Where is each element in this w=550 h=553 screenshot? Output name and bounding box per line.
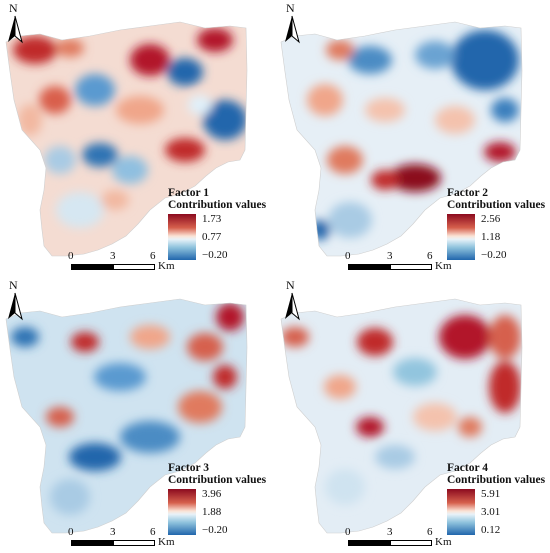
north-arrow: N (281, 278, 303, 321)
scale-tick-6: 6 (427, 526, 433, 538)
factor-2-surface (307, 30, 519, 240)
scale-tick-3: 3 (387, 526, 393, 538)
legend-title: Factor 4 (447, 462, 488, 474)
legend-title: Factor 2 (447, 187, 488, 199)
factor-3-surface (11, 303, 244, 515)
legend-subtitle: Contribution values (168, 474, 267, 486)
legend-subtitle: Contribution values (447, 199, 546, 211)
legend-factor-1: Factor 1 Contribution values 1.73 0.77 −… (168, 187, 288, 277)
legend-max-label: 2.56 (481, 213, 501, 225)
study-area-boundary (280, 298, 523, 534)
contribution-map-factor-1 (5, 21, 248, 257)
scale-unit: Km (435, 536, 452, 548)
legend-subtitle: Contribution values (168, 199, 267, 211)
map-panel-factor-4: N Factor 4 Contribution values 5.91 3.01… (275, 277, 550, 553)
scale-tick-3: 3 (110, 250, 116, 262)
scale-segment-white (113, 264, 155, 270)
north-arrow-icon (8, 292, 23, 321)
contribution-map-factor-4 (280, 298, 523, 534)
scale-bar: 0 3 6 Km (68, 527, 188, 551)
north-label: N (286, 1, 295, 15)
contribution-map-factor-2 (280, 21, 523, 257)
scale-tick-0: 0 (345, 250, 351, 262)
legend-factor-3: Factor 3 Contribution values 3.96 1.88 −… (168, 462, 288, 552)
scale-bar: 0 3 6 Km (68, 251, 188, 275)
scale-tick-3: 3 (387, 250, 393, 262)
north-arrow: N (281, 1, 303, 44)
legend-title: Factor 3 (168, 462, 209, 474)
scale-segment-white (390, 264, 432, 270)
scale-tick-6: 6 (150, 250, 156, 262)
scale-bar: 0 3 6 Km (345, 251, 465, 275)
legend-color-ramp (168, 489, 196, 535)
legend-max-label: 5.91 (481, 488, 501, 500)
legend-max-label: 3.96 (202, 488, 222, 500)
legend-subtitle: Contribution values (447, 474, 546, 486)
map-panel-factor-1: N Factor 1 Contribution values 1.73 0.77… (0, 0, 275, 276)
contribution-map-factor-3 (5, 298, 248, 534)
scale-unit: Km (158, 536, 175, 548)
legend-mid-label: 1.88 (202, 506, 222, 518)
scale-tick-6: 6 (427, 250, 433, 262)
north-label: N (9, 278, 18, 292)
legend-min-label: 0.12 (481, 524, 501, 536)
scale-segment-black (71, 540, 113, 546)
scale-tick-3: 3 (110, 526, 116, 538)
scale-tick-0: 0 (68, 250, 74, 262)
study-area-boundary (5, 21, 248, 257)
factor-1-surface (13, 28, 247, 228)
legend-max-label: 1.73 (202, 213, 222, 225)
scale-segment-black (348, 540, 390, 546)
study-area-boundary (280, 21, 523, 257)
legend-title: Factor 1 (168, 187, 209, 199)
legend-min-label: −0.20 (202, 249, 228, 261)
scale-segment-black (71, 264, 113, 270)
north-label: N (9, 1, 18, 15)
scale-segment-white (113, 540, 155, 546)
map-panel-factor-3: N Factor 3 Contribution values 3.96 1.88… (0, 277, 275, 553)
scale-segment-black (348, 264, 390, 270)
scale-unit: Km (435, 260, 452, 272)
scale-bar: 0 3 6 Km (345, 527, 465, 551)
north-arrow-icon (8, 15, 23, 44)
scale-tick-0: 0 (345, 526, 351, 538)
legend-color-ramp (168, 214, 196, 260)
scale-tick-6: 6 (150, 526, 156, 538)
factor-4-surface (281, 315, 521, 505)
north-arrow-icon (285, 292, 300, 321)
legend-mid-label: 3.01 (481, 506, 501, 518)
study-area-boundary (5, 298, 248, 534)
legend-color-ramp (447, 489, 475, 535)
legend-mid-label: 0.77 (202, 231, 222, 243)
legend-mid-label: 1.18 (481, 231, 501, 243)
map-panel-factor-2: N Factor 2 Contribution values 2.56 1.18… (275, 0, 550, 276)
legend-color-ramp (447, 214, 475, 260)
north-arrow: N (4, 278, 26, 321)
legend-factor-4: Factor 4 Contribution values 5.91 3.01 0… (447, 462, 550, 552)
scale-unit: Km (158, 260, 175, 272)
scale-tick-0: 0 (68, 526, 74, 538)
north-arrow: N (4, 1, 26, 44)
north-label: N (286, 278, 295, 292)
legend-factor-2: Factor 2 Contribution values 2.56 1.18 −… (447, 187, 550, 277)
legend-min-label: −0.20 (481, 249, 507, 261)
north-arrow-icon (285, 15, 300, 44)
legend-min-label: −0.20 (202, 524, 228, 536)
scale-segment-white (390, 540, 432, 546)
